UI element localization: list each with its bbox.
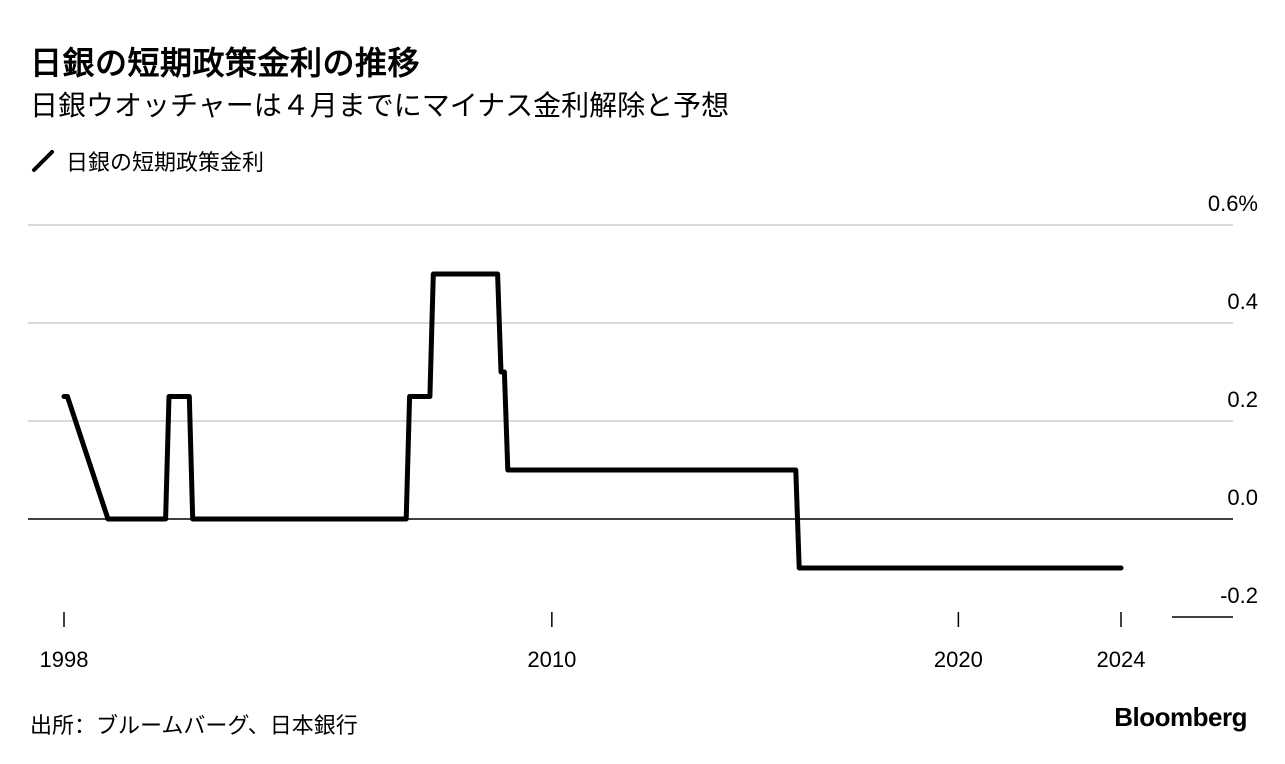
x-tick-label: 2010 [527, 647, 576, 672]
y-tick-label: 0.6% [1208, 191, 1258, 216]
source-note: 出所：ブルームバーグ、日本銀行 [30, 714, 358, 739]
x-tick-label: 1998 [40, 647, 89, 672]
chart-subtitle: 日銀ウオッチャーは４月までにマイナス金利解除と予想 [30, 89, 730, 122]
line-swatch-icon [32, 150, 54, 172]
y-tick-label: -0.2 [1220, 583, 1258, 608]
y-tick-label: 0.4 [1227, 289, 1258, 314]
brand-logo: Bloomberg [1114, 702, 1247, 732]
y-tick-label: 0.2 [1227, 387, 1258, 412]
x-tick-label: 2024 [1097, 647, 1146, 672]
series-line [61, 271, 1124, 571]
chart-title: 日銀の短期政策金利の推移 [30, 44, 421, 82]
x-tick-label: 2020 [934, 647, 983, 672]
y-tick-label: 0.0 [1227, 485, 1258, 510]
legend-label: 日銀の短期政策金利 [66, 151, 265, 176]
line-chart: 0.6% 0.4 0.2 0.0 -0.2 1998 2010 2020 2024 [28, 191, 1258, 672]
legend: 日銀の短期政策金利 [30, 145, 264, 177]
